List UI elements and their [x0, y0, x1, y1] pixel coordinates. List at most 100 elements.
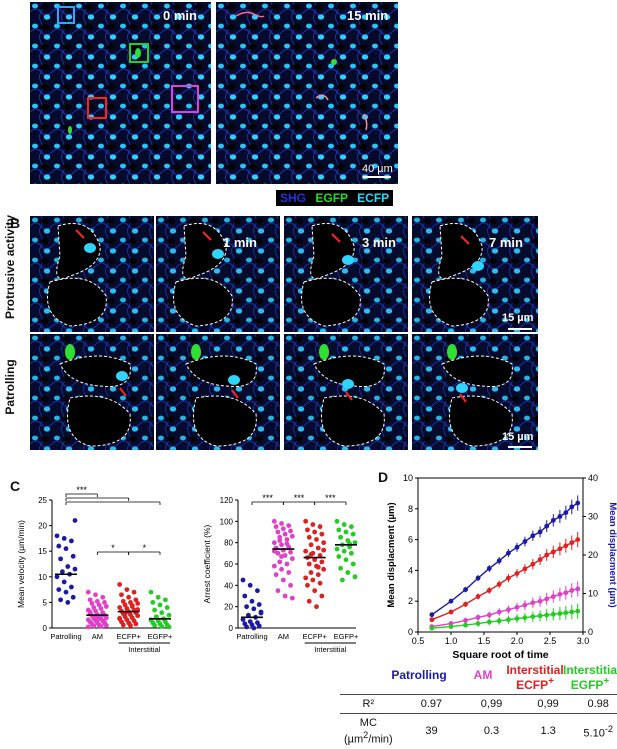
data-point	[350, 531, 356, 537]
data-point	[98, 606, 104, 611]
data-point	[343, 529, 349, 535]
data-point	[352, 574, 358, 580]
cell-nucleus	[212, 249, 224, 259]
data-point	[340, 577, 345, 583]
data-point	[530, 561, 536, 567]
data-point	[496, 581, 502, 587]
data-point	[120, 598, 126, 604]
significance-label: ***	[262, 493, 273, 503]
data-point	[275, 529, 281, 535]
data-point	[58, 597, 63, 603]
data-point	[251, 606, 257, 612]
cell-outline	[310, 223, 355, 279]
data-point	[63, 546, 69, 552]
data-point	[240, 577, 246, 583]
data-point	[65, 600, 71, 605]
data-point	[317, 524, 323, 530]
data-point	[152, 623, 158, 628]
cell-nucleus	[342, 379, 354, 389]
data-point	[54, 574, 60, 580]
cell-nucleus	[228, 375, 240, 385]
data-point	[306, 598, 312, 604]
data-point	[475, 594, 481, 599]
data-point	[102, 600, 107, 605]
y-tick-label-left: 10	[403, 473, 413, 483]
red-arrow	[460, 235, 470, 245]
data-point	[70, 594, 76, 600]
data-point	[282, 553, 288, 558]
data-point	[256, 623, 262, 629]
data-point	[308, 570, 314, 575]
data-point	[284, 537, 290, 542]
red-arrow	[119, 387, 127, 397]
panel-b-scale-bar-2	[508, 446, 532, 448]
red-arrow	[202, 231, 212, 241]
data-point	[569, 588, 575, 593]
significance-label: ***	[76, 485, 87, 495]
micrograph-left	[30, 2, 211, 184]
data-point	[475, 621, 481, 626]
data-point	[544, 523, 550, 529]
data-point	[530, 533, 536, 539]
data-point	[550, 611, 556, 617]
panel-b-frame-r1-c3	[284, 216, 408, 332]
row-label-r2: R²	[340, 694, 397, 714]
data-point	[91, 605, 97, 610]
data-point	[155, 594, 161, 600]
y-tick-label: 25	[38, 496, 47, 505]
series-line	[431, 538, 579, 621]
data-point	[271, 540, 277, 546]
data-point	[94, 616, 100, 622]
micrograph-frame	[30, 334, 154, 450]
cell-outline	[56, 223, 101, 279]
data-point	[93, 608, 98, 614]
cell-outline	[67, 395, 131, 447]
y-axis-label: Mean velocity (µm/min)	[16, 520, 26, 608]
data-point	[557, 514, 563, 519]
data-point	[463, 618, 468, 623]
data-point	[277, 559, 283, 565]
data-point	[277, 538, 283, 543]
data-point	[496, 618, 502, 624]
category-label: EGFP+	[148, 632, 173, 641]
data-point	[544, 612, 550, 618]
panel-a-scale-bar	[363, 176, 391, 178]
data-point	[93, 592, 98, 598]
data-point	[319, 531, 325, 537]
x-tick-label: 0.5	[412, 636, 425, 646]
data-point	[61, 536, 67, 541]
data-point	[522, 539, 528, 544]
panel-b-scale-bar-1	[508, 328, 532, 330]
panel-b-letter: B	[10, 215, 21, 231]
data-point	[341, 522, 347, 527]
data-point	[557, 591, 563, 597]
data-point	[306, 561, 312, 567]
y-tick-label: 10	[38, 573, 47, 582]
table-header-patrolling: Patrolling	[391, 668, 447, 682]
data-point	[102, 619, 107, 625]
data-point	[575, 608, 581, 614]
data-point	[522, 602, 528, 608]
y-tick-label-right: 10	[588, 589, 598, 599]
x-tick-label: 2.0	[511, 636, 524, 646]
cell-outline	[59, 355, 131, 388]
data-point	[317, 553, 323, 558]
panel-d-letter: D	[378, 469, 389, 485]
panel-b-scale-label-2: 15 µm	[502, 431, 534, 443]
cell-mc-patrolling: 39	[396, 712, 467, 749]
data-point	[303, 548, 309, 554]
cell-outline	[429, 277, 489, 327]
data-point	[506, 607, 511, 613]
data-point	[286, 523, 292, 528]
data-point	[475, 575, 481, 581]
data-point	[96, 602, 102, 608]
data-point	[157, 602, 163, 608]
cell-outline	[173, 277, 233, 327]
data-point	[448, 598, 454, 604]
data-point	[117, 582, 123, 587]
data-point	[273, 572, 279, 578]
data-point	[288, 549, 293, 555]
y-tick-label: 100	[220, 517, 234, 526]
data-point	[338, 565, 343, 571]
data-point	[314, 537, 319, 542]
